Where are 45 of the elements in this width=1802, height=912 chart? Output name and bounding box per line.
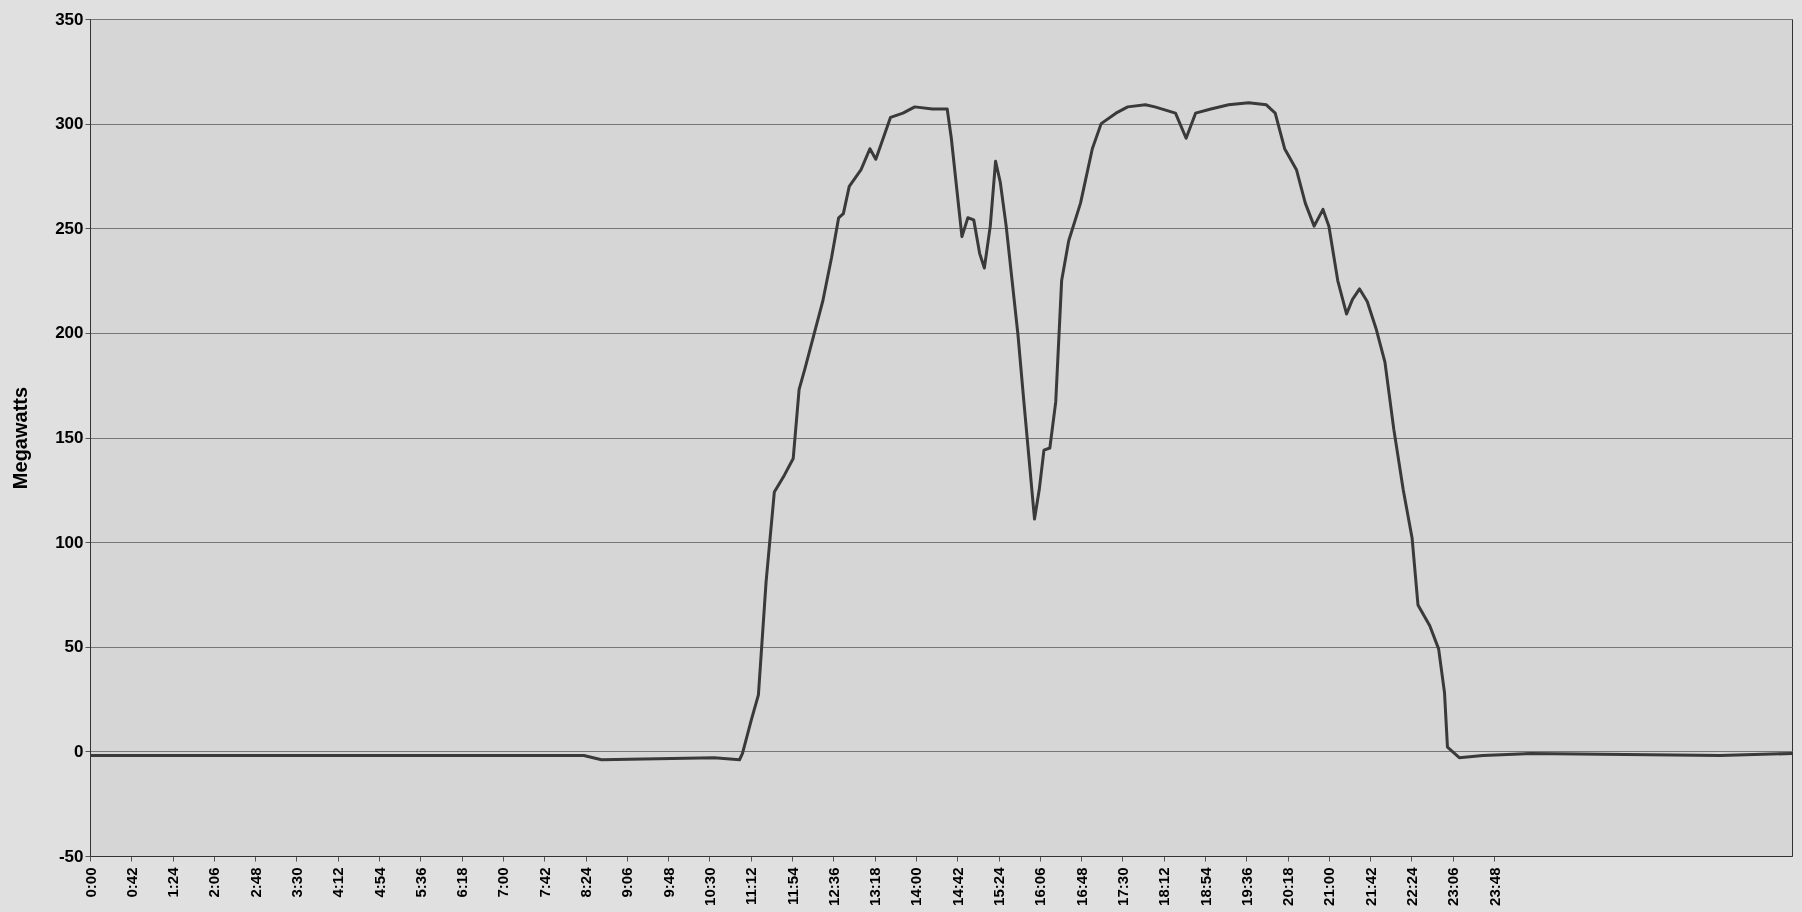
x-tick-label: 18:54 — [1196, 866, 1214, 906]
x-tick-label: 4:54 — [370, 866, 388, 898]
x-tick-label: 0:42 — [122, 867, 140, 898]
x-tick-label: 3:30 — [287, 867, 305, 898]
x-tick-label: 2:48 — [246, 867, 264, 898]
y-tick-label: 250 — [55, 218, 84, 238]
x-tick-label: 0:00 — [81, 867, 99, 898]
x-tick-label: 16:48 — [1072, 867, 1090, 906]
x-tick-label: 11:12 — [742, 867, 760, 906]
x-tick-label: 14:00 — [907, 867, 925, 906]
x-tick-label: 6:18 — [453, 867, 471, 898]
y-tick-label: 200 — [55, 323, 84, 343]
x-tick-label: 15:24 — [990, 866, 1008, 906]
y-tick-label: 300 — [55, 114, 84, 134]
x-tick-label: 2:06 — [205, 867, 223, 898]
x-tick-label: 5:36 — [411, 867, 429, 898]
x-tick-label: 7:42 — [535, 867, 553, 898]
y-tick-label: 350 — [55, 9, 84, 29]
x-tick-label: 10:30 — [700, 867, 718, 906]
x-tick-label: 21:42 — [1361, 867, 1379, 906]
x-tick-label: 12:36 — [824, 867, 842, 906]
x-tick-label: 1:24 — [164, 866, 182, 898]
x-tick-label: 19:36 — [1237, 867, 1255, 906]
x-tick-label: 7:00 — [494, 867, 512, 898]
x-tick-label: 14:42 — [948, 867, 966, 906]
x-tick-label: 9:48 — [659, 867, 677, 898]
y-tick-label: 0 — [74, 741, 84, 761]
y-tick-label: 150 — [55, 428, 84, 447]
x-tick-label: 23:48 — [1485, 867, 1503, 906]
y-tick-label: -50 — [58, 846, 84, 866]
x-tick-label: 16:06 — [1031, 867, 1049, 906]
x-tick-label: 11:54 — [783, 866, 801, 906]
x-tick-label: 18:12 — [1155, 867, 1173, 906]
y-tick-label: 100 — [55, 532, 84, 552]
x-tick-label: 23:06 — [1444, 867, 1462, 906]
x-tick-label: 17:30 — [1113, 867, 1131, 906]
x-tick-label: 21:00 — [1320, 867, 1338, 906]
x-tick-label: 9:06 — [618, 867, 636, 898]
x-tick-label: 20:18 — [1279, 867, 1297, 906]
y-axis-title: Megawatts — [9, 386, 32, 490]
x-tick-label: 22:24 — [1402, 866, 1420, 906]
x-tick-label: 4:12 — [329, 867, 347, 898]
y-tick-label: 50 — [64, 637, 84, 657]
x-tick-label: 13:18 — [866, 867, 884, 906]
x-tick-label: 8:24 — [577, 866, 595, 898]
